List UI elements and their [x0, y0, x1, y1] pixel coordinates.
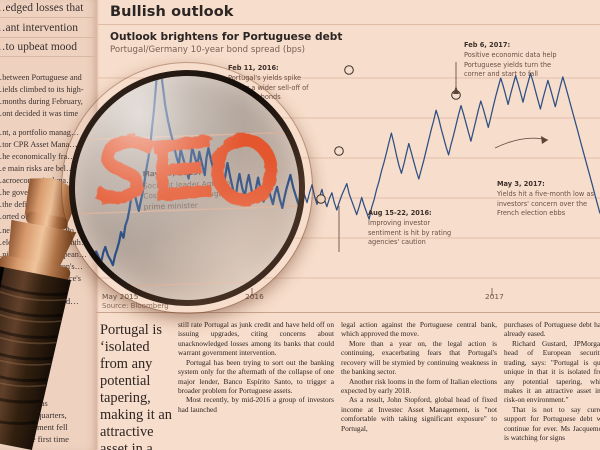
annotation-aug-2016: Aug 15-22, 2016: Improving investor sent…: [368, 209, 452, 247]
body-column-3: legal action against the Portuguese cent…: [341, 320, 497, 433]
wood-grip: [0, 264, 71, 450]
chart-source: Source: Bloomberg: [102, 302, 169, 310]
paragraph: More than a year on, the legal action is…: [341, 338, 497, 377]
marker-may-2015: [316, 194, 326, 204]
paragraph: purchases of Portuguese debt have alread…: [504, 320, 600, 339]
section-kicker: Bullish outlook: [110, 4, 234, 20]
bg-text-line: …tor CPR Asset Mana…: [0, 140, 78, 149]
paragraph: Portugal has been trying to sort out the…: [178, 357, 334, 395]
seo-overlay-text: [94, 132, 278, 207]
annotation-may-2017: May 3, 2017: Yields hit a five-month low…: [497, 180, 595, 218]
annotation-date: Aug 15-22, 2016:: [368, 209, 432, 217]
magnifier-handle: [0, 176, 79, 450]
pull-quote: Portugal is ‘isolated from any potential…: [100, 322, 172, 450]
bg-text-line: …ields climbed to its high-: [0, 85, 84, 94]
chart-subtitle: Portugal/Germany 10-year bond spread (bp…: [110, 45, 305, 55]
annotation-date: Feb 11, 2016:: [228, 64, 279, 72]
bg-text-line: …orted out".: [0, 212, 37, 221]
bg-text-line: …e main risks are bel…: [0, 164, 75, 173]
event-markers: [316, 65, 461, 204]
column-divider: [96, 312, 600, 313]
body-column-4: purchases of Portuguese debt have alread…: [504, 320, 600, 442]
paragraph: Richard Gustard, JPMorgan's head of Euro…: [504, 338, 600, 405]
bg-text-line: …ont decided it was time: [0, 109, 79, 118]
body-column-2: still rate Portugal as junk credit and h…: [178, 320, 334, 414]
paragraph: That is not to say current support for P…: [504, 404, 600, 443]
marker-aug-2016: [334, 146, 344, 156]
x-axis-tick-2017: 2017: [485, 292, 504, 301]
ferrule-band: [0, 255, 71, 281]
chart-title: Outlook brightens for Portuguese debt: [110, 31, 343, 43]
annotation-text: Improving investor sentiment is hit by r…: [368, 219, 452, 247]
bg-text-line: …to upbeat mood: [0, 41, 78, 53]
annotation-date: Feb 6, 2017:: [464, 41, 511, 49]
grip-ribs: [0, 279, 68, 425]
annotation-text: Yields hit a five-month low as investors…: [497, 190, 594, 218]
paragraph: Most recently, by mid-2016 a group of in…: [178, 395, 334, 414]
annotation-feb-2017: Feb 6, 2017: Positive economic data help…: [464, 41, 568, 79]
ferrule-ring: [26, 211, 68, 230]
lens-glass: May 25, 2015: Socialist leader Antonio C…: [71, 72, 303, 304]
paragraph: legal action against the Portuguese cent…: [341, 320, 497, 339]
magnifying-glass[interactable]: May 25, 2015: Socialist leader Antonio C…: [58, 59, 317, 318]
bg-text-line: …between Portuguese and: [0, 73, 82, 82]
bg-text-line: …ant intervention: [0, 22, 78, 34]
annotation-date: May 3, 2017:: [497, 180, 545, 188]
bg-text-line: …edged losses that: [0, 2, 84, 14]
paragraph: As a result, John Stopford, global head …: [341, 395, 497, 433]
bg-text-line: …its for the first time: [0, 434, 69, 444]
paragraph: Another risk looms in the form of Italia…: [341, 376, 497, 395]
bg-text-line: …months during February,: [0, 97, 83, 106]
marker-feb-2016: [344, 65, 354, 75]
bg-text-line: …nt, a portfolio manag…: [0, 128, 80, 137]
bg-text-line: …he economically fra…: [0, 152, 76, 161]
article-body: Portugal is ‘isolated from any potential…: [96, 312, 600, 450]
ferrule-taper: [8, 219, 77, 268]
annotation-text: Positive economic data help Portuguese y…: [464, 51, 557, 79]
paragraph: still rate Portugal as junk credit and h…: [178, 320, 334, 358]
seo-letters: [94, 133, 278, 207]
